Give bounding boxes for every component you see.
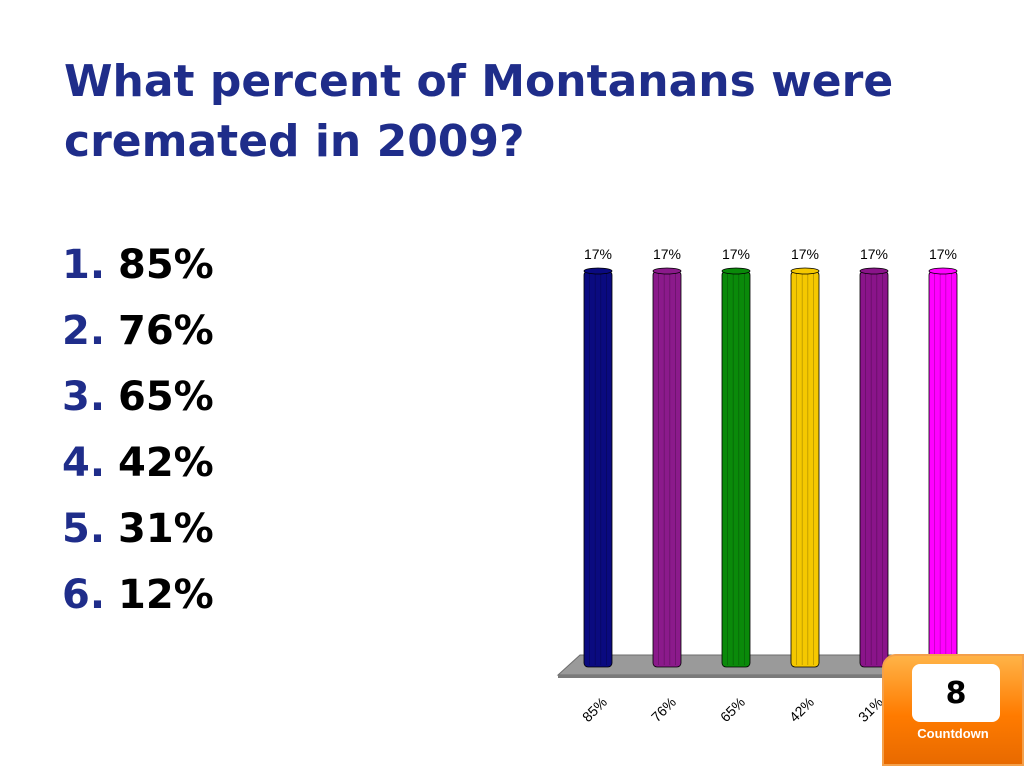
response-chart: 17%85%17%76%17%65%17%42%17%31%17%12%: [540, 235, 980, 735]
answer-item[interactable]: 5. 31%: [62, 496, 214, 562]
bar: [928, 270, 958, 668]
bar: [652, 270, 682, 668]
data-label: 17%: [653, 246, 681, 262]
bar: [790, 270, 820, 668]
answer-item[interactable]: 1. 85%: [62, 232, 214, 298]
answer-item[interactable]: 2. 76%: [62, 298, 214, 364]
answer-text: 76%: [118, 308, 214, 354]
answer-text: 31%: [118, 506, 214, 552]
category-label: 76%: [648, 694, 679, 725]
bar-cap: [583, 267, 613, 275]
answer-list: 1. 85% 2. 76% 3. 65% 4. 42% 5. 31% 6. 12…: [62, 232, 214, 628]
bar-cap: [652, 267, 682, 275]
data-label: 17%: [584, 246, 612, 262]
answer-text: 12%: [118, 572, 214, 618]
answer-number: 6.: [62, 572, 106, 618]
bar: [583, 270, 613, 668]
answer-number: 4.: [62, 440, 106, 486]
data-label: 17%: [722, 246, 750, 262]
answer-text: 65%: [118, 374, 214, 420]
bar: [721, 270, 751, 668]
answer-item[interactable]: 4. 42%: [62, 430, 214, 496]
countdown-timer[interactable]: 8 Countdown: [882, 654, 1024, 766]
answer-number: 1.: [62, 242, 106, 288]
bar-cap: [859, 267, 889, 275]
answer-text: 42%: [118, 440, 214, 486]
bar: [859, 270, 889, 668]
bar-cap: [790, 267, 820, 275]
answer-number: 3.: [62, 374, 106, 420]
data-label: 17%: [929, 246, 957, 262]
bar-cap: [721, 267, 751, 275]
slide-title: What percent of Montanans were cremated …: [64, 56, 894, 167]
bar-cap: [928, 267, 958, 275]
data-label: 17%: [860, 246, 888, 262]
answer-item[interactable]: 3. 65%: [62, 364, 214, 430]
answer-item[interactable]: 6. 12%: [62, 562, 214, 628]
countdown-value: 8: [912, 664, 1000, 722]
answer-text: 85%: [118, 242, 214, 288]
countdown-label: Countdown: [917, 726, 989, 741]
category-label: 85%: [579, 694, 610, 725]
bar-chart-svg: 17%85%17%76%17%65%17%42%17%31%17%12%: [556, 246, 962, 725]
answer-number: 5.: [62, 506, 106, 552]
chart-floor-edge: [558, 675, 940, 678]
category-label: 65%: [717, 694, 748, 725]
data-label: 17%: [791, 246, 819, 262]
answer-number: 2.: [62, 308, 106, 354]
category-label: 42%: [786, 694, 817, 725]
